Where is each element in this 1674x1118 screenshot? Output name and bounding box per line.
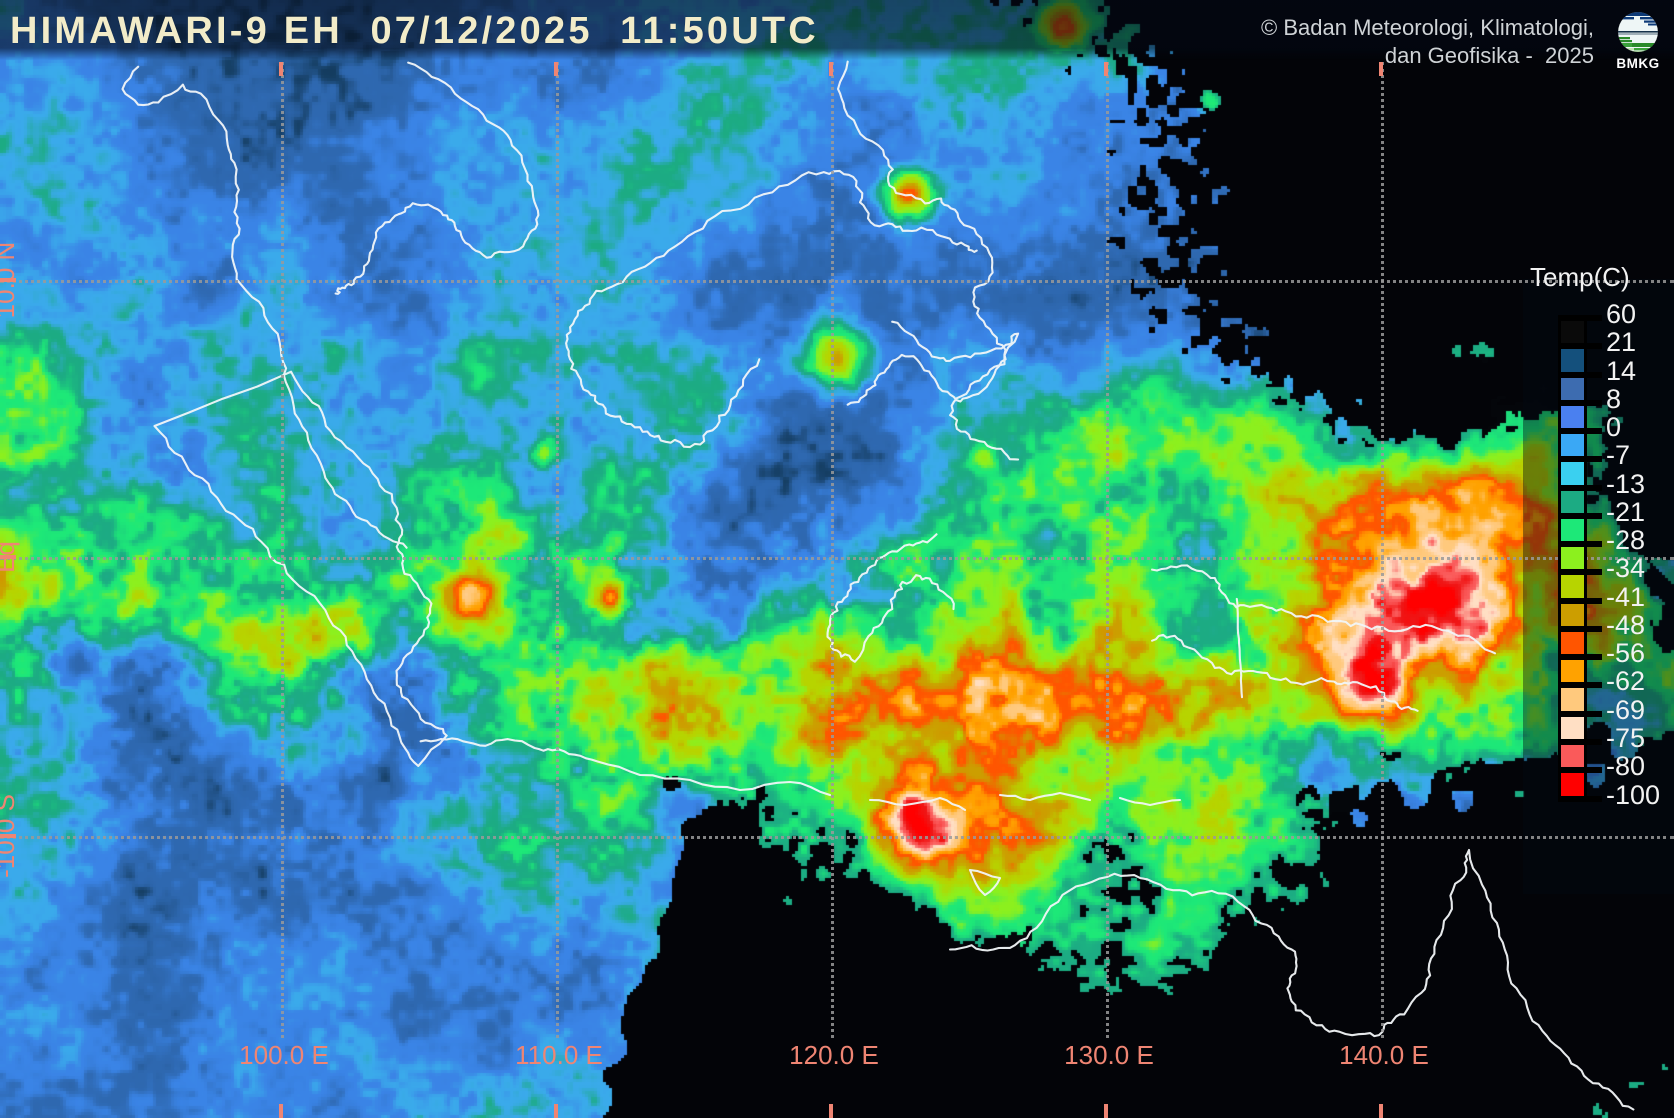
svg-text:BMKG: BMKG [1616, 56, 1659, 71]
